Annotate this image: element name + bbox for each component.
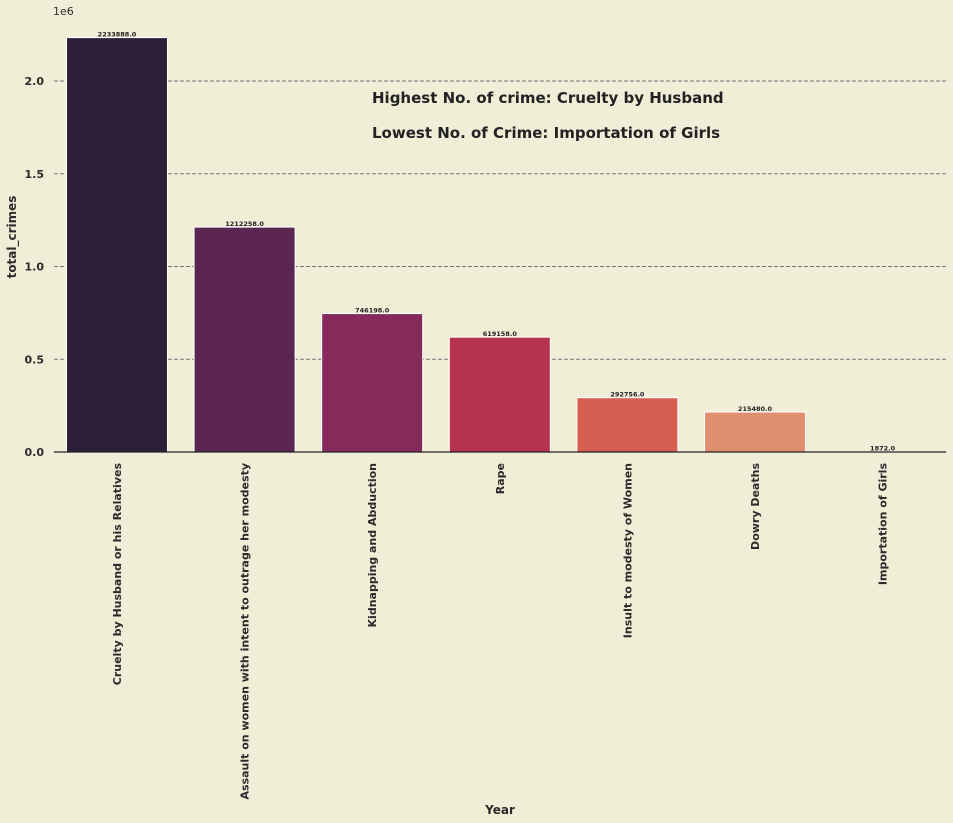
x-tick-label: Cruelty by Husband or his Relatives	[111, 463, 124, 686]
bar-value-label: 2233888.0	[98, 31, 137, 39]
x-tick-label: Insult to modesty of Women	[621, 463, 634, 638]
bar-value-labels: 2233888.0 1212258.0 746198.0 619158.0 292756…	[98, 31, 896, 453]
x-tick-label: Assault on women with intent to outrage …	[239, 463, 252, 800]
x-tick-label: Rape	[494, 463, 507, 494]
bar-value-label: 1212258.0	[225, 220, 264, 228]
bar	[66, 37, 168, 453]
bar-value-label: 215480.0	[738, 405, 773, 413]
bar	[193, 226, 296, 453]
bar-value-label: 292756.0	[610, 391, 645, 399]
x-tick-label: Kidnapping and Abduction	[366, 463, 379, 627]
y-tick-label: 0.5	[25, 353, 45, 366]
bar-value-label: 1872.0	[870, 445, 896, 453]
y-scale-label: 1e6	[53, 5, 74, 18]
gridlines	[54, 80, 946, 360]
y-axis-title: total_crimes	[5, 196, 20, 279]
x-axis-title: Year	[484, 803, 515, 817]
bar-value-label: 619158.0	[483, 330, 518, 338]
y-tick-label: 0.0	[25, 446, 45, 459]
y-tick-labels: 0.0 0.5 1.0 1.5 2.0	[25, 75, 45, 459]
bar-value-label: 746198.0	[355, 307, 390, 315]
bar	[448, 336, 551, 453]
x-tick-labels: Cruelty by Husband or his Relatives Assau…	[111, 463, 890, 800]
bar	[576, 397, 679, 453]
bar	[704, 411, 806, 453]
y-tick-label: 2.0	[25, 75, 45, 88]
x-tick-label: Importation of Girls	[877, 463, 890, 586]
annotation-highest: Highest No. of crime: Cruelty by Husband	[372, 89, 724, 107]
y-tick-label: 1.0	[25, 261, 45, 274]
bar	[321, 313, 424, 453]
x-tick-label: Dowry Deaths	[749, 463, 762, 550]
annotation-lowest: Lowest No. of Crime: Importation of Girl…	[372, 124, 720, 142]
y-tick-label: 1.5	[25, 168, 45, 181]
